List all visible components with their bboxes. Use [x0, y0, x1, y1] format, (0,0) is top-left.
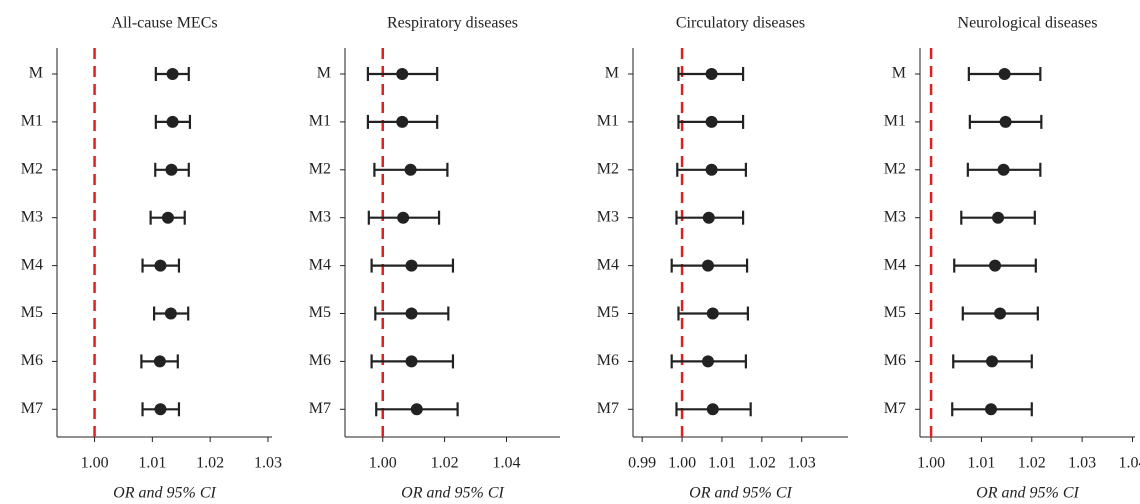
- point-estimate: [994, 307, 1007, 320]
- y-tick-label: M3: [884, 208, 906, 225]
- x-tick-label: 1.00: [369, 455, 397, 472]
- y-tick-label: M3: [309, 208, 331, 225]
- y-tick-label: M6: [309, 352, 331, 369]
- y-tick-label: M: [892, 65, 906, 82]
- point-estimate: [989, 259, 1002, 272]
- panel-title: Respiratory diseases: [387, 15, 518, 32]
- point-estimate: [701, 355, 714, 368]
- x-tick-label: 1.04: [492, 455, 520, 472]
- y-tick-label: M5: [884, 304, 906, 321]
- point-estimate: [706, 403, 719, 416]
- point-estimate: [396, 115, 409, 128]
- y-tick-label: M5: [21, 304, 43, 321]
- y-tick-label: M7: [21, 400, 43, 417]
- panel-title: All-cause MECs: [111, 15, 217, 32]
- y-tick-label: M3: [597, 208, 619, 225]
- point-estimate: [705, 68, 718, 80]
- x-tick-label: 1.02: [748, 455, 776, 472]
- x-tick-label: 1.00: [81, 455, 109, 472]
- point-estimate: [404, 163, 417, 176]
- point-estimate: [405, 307, 418, 320]
- x-axis-label: OR and 95% CI: [113, 485, 216, 502]
- y-tick-label: M6: [597, 352, 619, 369]
- point-estimate: [998, 68, 1011, 80]
- y-tick-label: M3: [21, 208, 43, 225]
- x-tick-label: 1.02: [431, 455, 459, 472]
- y-tick-label: M4: [884, 256, 906, 273]
- x-tick-label: 1.02: [196, 455, 224, 472]
- x-tick-label: 1.01: [708, 455, 736, 472]
- y-tick-label: M2: [884, 160, 906, 177]
- y-tick-label: M4: [309, 256, 331, 273]
- point-estimate: [405, 355, 418, 368]
- point-estimate: [701, 259, 714, 272]
- point-estimate: [397, 211, 410, 224]
- x-tick-label: 1.01: [967, 455, 995, 472]
- y-tick-label: M: [605, 65, 619, 82]
- x-tick-label: 1.01: [138, 455, 166, 472]
- x-tick-label: 1.00: [668, 455, 696, 472]
- point-estimate: [165, 163, 178, 176]
- y-tick-label: M1: [884, 113, 906, 130]
- x-tick-label: 1.04: [1118, 455, 1140, 472]
- point-estimate: [410, 403, 423, 416]
- y-tick-label: M1: [597, 113, 619, 130]
- point-estimate: [154, 403, 167, 416]
- point-estimate: [997, 163, 1010, 176]
- y-tick-label: M1: [21, 113, 43, 130]
- x-axis-label: OR and 95% CI: [401, 485, 504, 502]
- point-estimate: [166, 68, 179, 80]
- x-tick-label: 1.00: [917, 455, 945, 472]
- point-estimate: [705, 115, 718, 128]
- point-estimate: [166, 115, 179, 128]
- x-tick-label: 1.03: [788, 455, 816, 472]
- panel-title: Circulatory diseases: [676, 15, 805, 32]
- point-estimate: [154, 259, 167, 272]
- x-tick-label: 0.99: [628, 455, 656, 472]
- y-tick-label: M1: [309, 113, 331, 130]
- panel-title: Neurological diseases: [958, 15, 1098, 32]
- y-tick-label: M4: [21, 256, 43, 273]
- y-tick-label: M5: [597, 304, 619, 321]
- y-tick-label: M6: [884, 352, 906, 369]
- y-tick-label: M6: [21, 352, 43, 369]
- x-tick-label: 1.03: [254, 455, 282, 472]
- y-tick-label: M: [29, 65, 43, 82]
- point-estimate: [161, 211, 174, 224]
- point-estimate: [702, 211, 715, 224]
- y-tick-label: M4: [597, 256, 619, 273]
- point-estimate: [164, 307, 177, 320]
- point-estimate: [999, 115, 1012, 128]
- point-estimate: [396, 68, 409, 80]
- y-tick-label: M5: [309, 304, 331, 321]
- point-estimate: [992, 211, 1005, 224]
- y-tick-label: M: [317, 65, 331, 82]
- x-tick-label: 1.03: [1068, 455, 1096, 472]
- y-tick-label: M2: [21, 160, 43, 177]
- point-estimate: [984, 403, 997, 416]
- x-axis-label: OR and 95% CI: [689, 485, 792, 502]
- x-tick-label: 1.02: [1018, 455, 1046, 472]
- point-estimate: [986, 355, 999, 368]
- point-estimate: [405, 259, 418, 272]
- point-estimate: [153, 355, 166, 368]
- y-tick-label: M7: [884, 400, 906, 417]
- y-tick-label: M7: [597, 400, 619, 417]
- point-estimate: [706, 307, 719, 320]
- y-tick-label: M2: [597, 160, 619, 177]
- x-axis-label: OR and 95% CI: [976, 485, 1079, 502]
- point-estimate: [705, 163, 718, 176]
- y-tick-label: M2: [309, 160, 331, 177]
- y-tick-label: M7: [309, 400, 331, 417]
